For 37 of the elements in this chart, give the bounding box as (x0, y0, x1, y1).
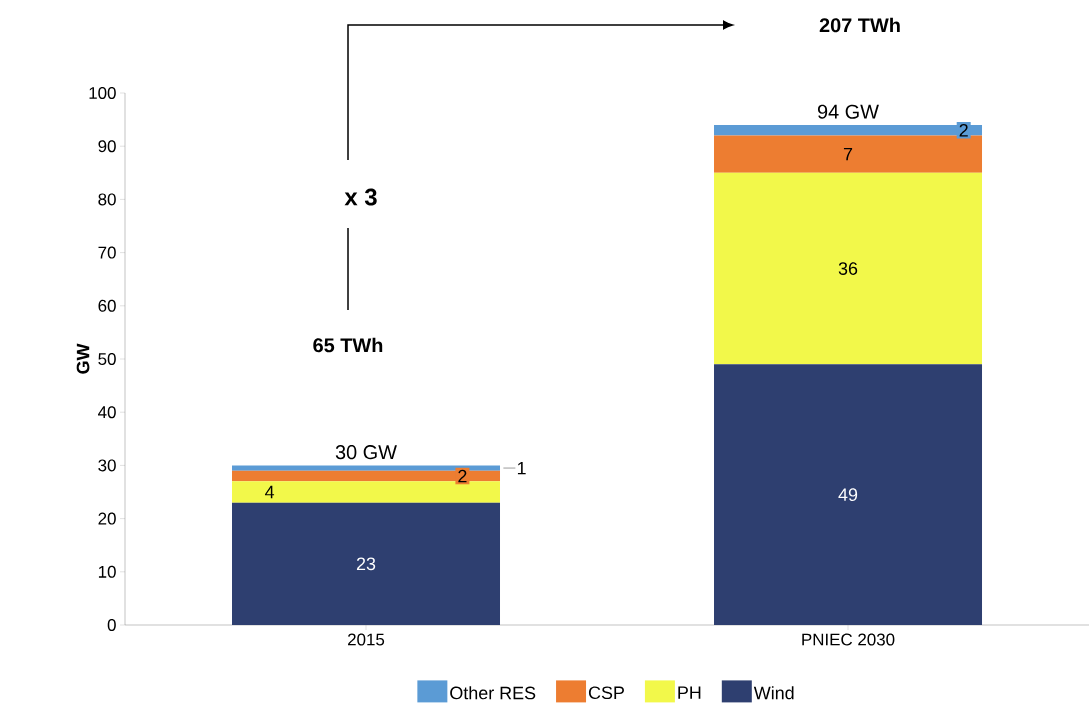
bar (714, 364, 983, 625)
bar (232, 502, 500, 625)
data-label: 23 (356, 557, 376, 571)
data-label: 4 (265, 485, 275, 499)
data-label: 2 (959, 123, 968, 137)
y-tick-label: 10 (98, 565, 116, 578)
bar (232, 465, 500, 471)
y-tick-label: 20 (98, 512, 116, 525)
legend-label: Other RES (450, 686, 536, 700)
y-tick-label: 50 (98, 353, 116, 365)
bar (714, 135, 983, 173)
total-label: 94 GW (817, 104, 879, 119)
annotation: 65 TWh (313, 337, 383, 353)
total-label: 30 GW (335, 445, 397, 460)
legend-label: CSP (588, 686, 624, 700)
y-tick-label: 80 (98, 193, 116, 206)
y-tick-label: 70 (98, 246, 116, 259)
x-tick-label: PNIEC 2030 (802, 633, 895, 646)
y-tick-label: 100 (89, 86, 116, 99)
y-tick-label: 0 (107, 619, 116, 631)
data-label: 49 (838, 488, 858, 501)
data-label: 7 (843, 148, 853, 161)
x-tick-label: 2015 (348, 633, 385, 646)
data-label: 1 (517, 461, 526, 475)
y-tick-label: 60 (98, 299, 116, 312)
y-tick-label: 40 (98, 406, 116, 419)
legend-label: PH (678, 686, 701, 699)
y-tick-label: 30 (98, 459, 116, 472)
y-tick-label: 90 (98, 140, 116, 153)
bar (232, 481, 500, 503)
data-label: 2 (458, 469, 467, 483)
data-label: 36 (838, 262, 858, 275)
y-axis-title: GW (76, 343, 90, 374)
text: 207 TWh (819, 17, 900, 33)
bar (714, 172, 983, 365)
legend-label: Wind (753, 686, 794, 700)
annotation: x 3 (344, 188, 377, 206)
